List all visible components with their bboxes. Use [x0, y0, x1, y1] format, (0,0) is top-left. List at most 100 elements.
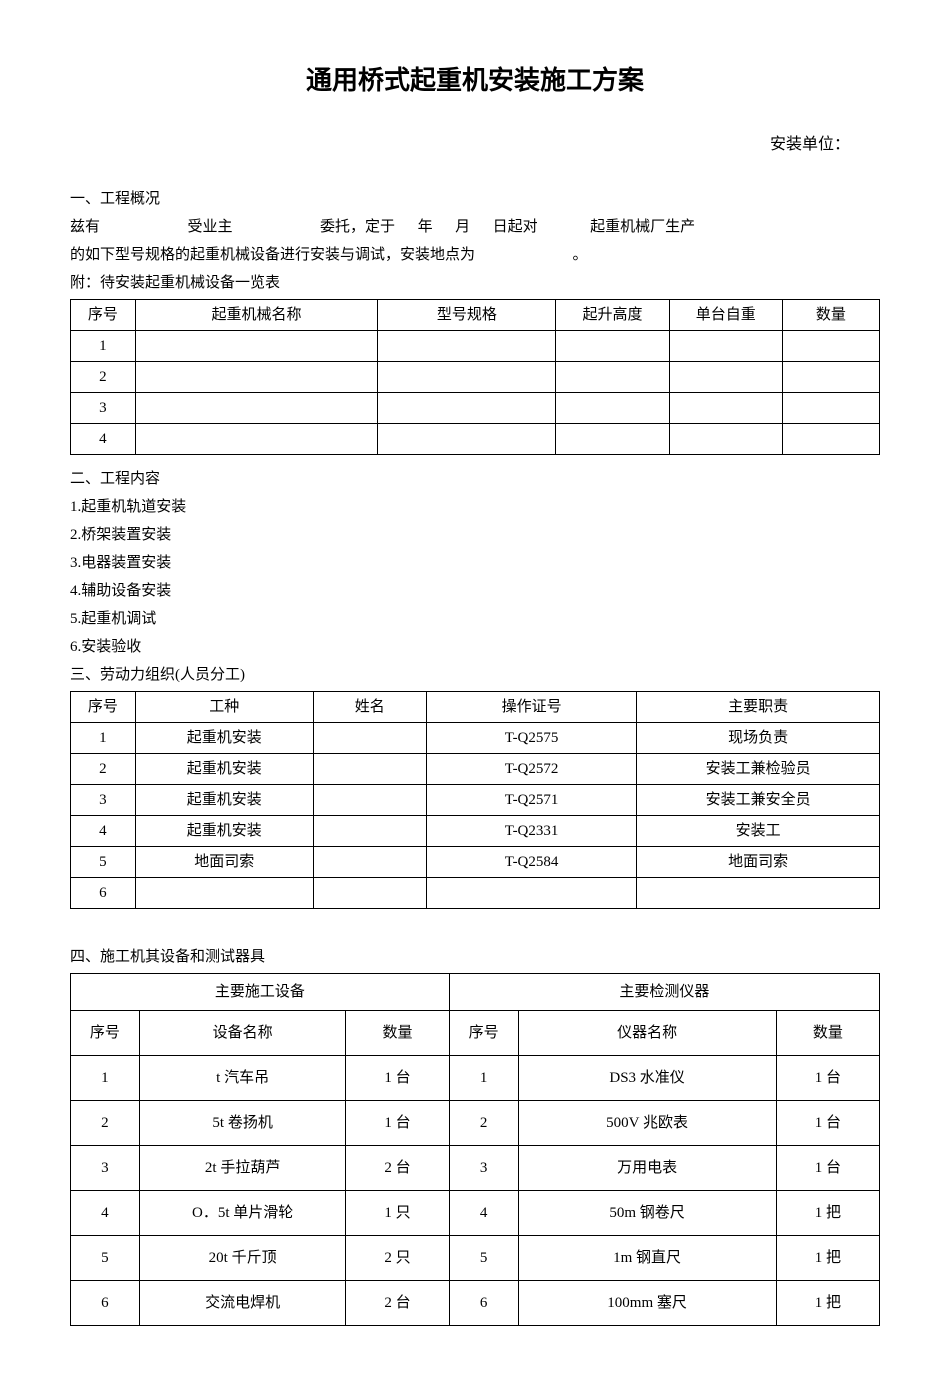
table-cell: [378, 362, 556, 393]
table-cell: [556, 331, 669, 362]
table-cell: 500V 兆欧表: [518, 1101, 776, 1146]
section-2-item: 4.辅助设备安装: [70, 579, 880, 603]
line1-part-1: 受业主: [188, 219, 233, 235]
table-cell: 地面司索: [637, 847, 880, 878]
table-cell: 2: [71, 1101, 140, 1146]
table-cell: [782, 331, 879, 362]
section-2-item: 2.桥架装置安装: [70, 523, 880, 547]
table-cell: 5: [449, 1236, 518, 1281]
table-cell: 安装工: [637, 816, 880, 847]
table-cell: 2: [449, 1101, 518, 1146]
table-cell: 4: [71, 424, 136, 455]
table-cell: 1 只: [346, 1191, 449, 1236]
line1-part-5: 日起对: [493, 219, 538, 235]
table-cell: [378, 393, 556, 424]
table-header-row: 序号 起重机械名称 型号规格 起升高度 单台自重 数量: [71, 300, 880, 331]
table-cell: 6: [71, 878, 136, 909]
table-cell: [313, 878, 426, 909]
section-2-item: 5.起重机调试: [70, 607, 880, 631]
table-cell: 6: [449, 1281, 518, 1326]
table-header-cell: 操作证号: [426, 692, 636, 723]
table-group-header: 主要施工设备: [71, 974, 450, 1011]
table-cell: [313, 754, 426, 785]
table-cell: 起重机安装: [135, 785, 313, 816]
table-cell: 安装工兼检验员: [637, 754, 880, 785]
table-cell: 1 台: [346, 1101, 449, 1146]
line1-part-2: 委托，定于: [320, 219, 395, 235]
table-header-cell: 型号规格: [378, 300, 556, 331]
table-cell: 1 把: [776, 1236, 879, 1281]
table-cell: T-Q2571: [426, 785, 636, 816]
table-header-cell: 单台自重: [669, 300, 782, 331]
table-cell: 起重机安装: [135, 754, 313, 785]
table-cell: 1 把: [776, 1281, 879, 1326]
table-cell: [556, 424, 669, 455]
table-cell: [669, 393, 782, 424]
line2-end: 。: [573, 247, 588, 263]
table-row: 3 起重机安装 T-Q2571 安装工兼安全员: [71, 785, 880, 816]
table-row: 1 t 汽车吊 1 台 1 DS3 水准仪 1 台: [71, 1056, 880, 1101]
table-cell: [669, 331, 782, 362]
table-cell: O．5t 单片滑轮: [139, 1191, 346, 1236]
blank-5: [474, 219, 489, 235]
table-cell: [313, 847, 426, 878]
table-header-cell: 序号: [449, 1011, 518, 1056]
document-title: 通用桥式起重机安装施工方案: [70, 60, 880, 102]
table-cell: [669, 362, 782, 393]
section-2-heading: 二、工程内容: [70, 467, 880, 491]
section-3-heading: 三、劳动力组织(人员分工): [70, 663, 880, 687]
table-cell: 50m 钢卷尺: [518, 1191, 776, 1236]
section-1-line2: 的如下型号规格的起重机械设备进行安装与调试，安装地点为 。: [70, 243, 880, 267]
equipment-table: 序号 起重机械名称 型号规格 起升高度 单台自重 数量 1 2 3 4: [70, 299, 880, 455]
table-cell: DS3 水准仪: [518, 1056, 776, 1101]
table-cell: [426, 878, 636, 909]
table-cell: 1m 钢直尺: [518, 1236, 776, 1281]
table-cell: 1 把: [776, 1191, 879, 1236]
table-row: 3: [71, 393, 880, 424]
line1-part-4: 月: [455, 219, 470, 235]
section-2-item: 3.电器装置安装: [70, 551, 880, 575]
section-1-heading: 一、工程概况: [70, 187, 880, 211]
table-cell: 1 台: [776, 1056, 879, 1101]
table-cell: [637, 878, 880, 909]
table-header-cell: 起重机械名称: [135, 300, 378, 331]
table-header-cell: 仪器名称: [518, 1011, 776, 1056]
table-header-cell: 序号: [71, 1011, 140, 1056]
table-cell: 交流电焊机: [139, 1281, 346, 1326]
table-cell: 1: [449, 1056, 518, 1101]
table-row: 1 起重机安装 T-Q2575 现场负责: [71, 723, 880, 754]
table-cell: 1 台: [776, 1101, 879, 1146]
table-header-cell: 序号: [71, 692, 136, 723]
table-header-cell: 数量: [346, 1011, 449, 1056]
table-cell: [782, 424, 879, 455]
table-cell: [378, 424, 556, 455]
table-cell: [135, 331, 378, 362]
table-cell: 100mm 塞尺: [518, 1281, 776, 1326]
table-header-cell: 主要职责: [637, 692, 880, 723]
table-cell: 3: [71, 785, 136, 816]
table-cell: [669, 424, 782, 455]
table-cell: 4: [71, 1191, 140, 1236]
table-cell: 1: [71, 1056, 140, 1101]
table-cell: [135, 393, 378, 424]
table-cell: 安装工兼安全员: [637, 785, 880, 816]
table-cell: [556, 362, 669, 393]
table-cell: 万用电表: [518, 1146, 776, 1191]
table-cell: T-Q2575: [426, 723, 636, 754]
table-cell: 3: [71, 1146, 140, 1191]
table-row: 2 起重机安装 T-Q2572 安装工兼检验员: [71, 754, 880, 785]
table-cell: 3: [71, 393, 136, 424]
table-row: 4 起重机安装 T-Q2331 安装工: [71, 816, 880, 847]
table-cell: 2: [71, 362, 136, 393]
table-header-cell: 工种: [135, 692, 313, 723]
table-header-cell: 数量: [782, 300, 879, 331]
install-unit-label: 安装单位：: [70, 132, 880, 158]
table-row: 2: [71, 362, 880, 393]
table-cell: 起重机安装: [135, 816, 313, 847]
table-cell: [313, 816, 426, 847]
table-cell: 3: [449, 1146, 518, 1191]
table-cell: [556, 393, 669, 424]
table-cell: 4: [71, 816, 136, 847]
table-header-cell: 序号: [71, 300, 136, 331]
table-cell: 20t 千斤顶: [139, 1236, 346, 1281]
